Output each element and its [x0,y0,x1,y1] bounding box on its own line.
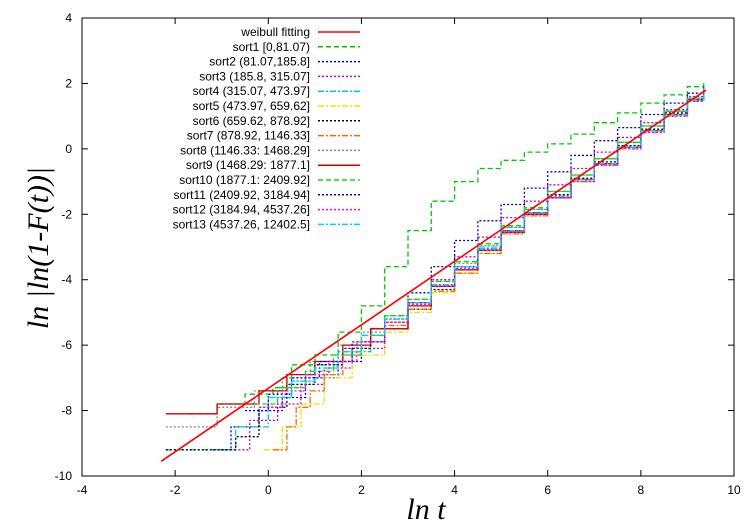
x-tick-label: 2 [358,483,365,497]
x-tick-label: 10 [727,483,741,497]
y-tick-label: 0 [65,142,72,156]
x-tick-label: 4 [451,483,458,497]
legend-label-12: sort12 (3184.94, 4537.26] [173,203,310,217]
legend-label-13: sort13 (4537.26, 12402.5] [173,217,310,231]
y-tick-label: -10 [55,469,73,483]
legend-label-8: sort8 (1146.33: 1468.29] [180,143,310,157]
series-line-0 [160,89,707,462]
series-line-5 [263,90,705,451]
legend-label-0: weibull fitting [240,25,310,39]
x-axis-title: ln t [406,493,446,523]
x-tick-label: 0 [265,483,272,497]
plot-frame [81,17,735,477]
legend-label-5: sort5 (473.97, 659.62] [193,99,310,113]
legend-label-7: sort7 (878.92, 1146.33] [187,129,310,143]
y-tick-label: 4 [65,11,72,25]
series-line-13 [268,90,705,399]
legend-label-10: sort10 (1877.1: 2409.92] [179,173,310,187]
legend-label-1: sort1 [0,81.07) [233,40,310,54]
series-line-3 [226,88,705,451]
legend-label-6: sort6 (659.62, 878.92] [193,114,310,128]
y-tick-label: 2 [65,76,72,90]
x-tick-label: -4 [77,483,88,497]
series-layer [160,81,707,462]
y-tick-label: -6 [61,338,72,352]
y-tick-label: -8 [61,404,72,418]
legend-label-4: sort4 (315.07, 473.97] [193,84,310,98]
legend-label-3: sort3 (185.8, 315.07] [199,69,310,83]
legend-label-11: sort11 (2409.92, 3184.94] [173,188,310,202]
y-tick-label: -4 [61,273,72,287]
x-tick-label: 8 [638,483,645,497]
y-axis-title: ln |ln(1-F(t))| [22,167,55,329]
tick-layer: -4 -2 0 2 4 6 8 10 -10 -8 -6 -4 -2 0 2 4 [55,11,741,497]
legend-label-2: sort2 (81.07,185.8] [209,55,310,69]
series-line-2 [212,86,705,451]
legend-label-9: sort9 (1468.29: 1877.1] [186,158,310,172]
y-tick-label: -2 [61,207,72,221]
x-tick-label: 6 [544,483,551,497]
series-line-7 [272,90,705,451]
x-tick-label: -2 [170,483,181,497]
